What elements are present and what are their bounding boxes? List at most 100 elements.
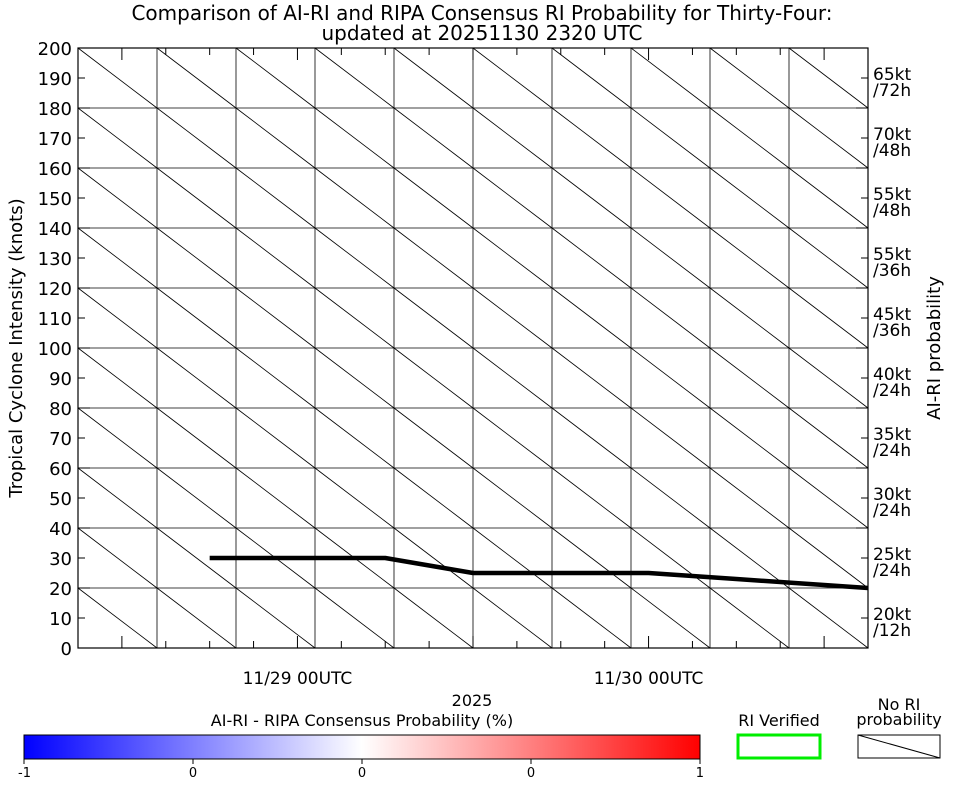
no-ri-diagonal — [314, 107, 395, 169]
no-ri-diagonal — [393, 287, 474, 349]
threshold-label-line1: 55kt — [873, 185, 911, 205]
no-ri-diagonal — [393, 107, 474, 169]
no-ri-diagonal — [156, 107, 237, 169]
no-ri-diagonal — [77, 587, 158, 649]
threshold-label-line2: /24h — [873, 441, 911, 461]
y-tick-label: 50 — [49, 489, 72, 510]
threshold-label-line2: /24h — [873, 501, 911, 521]
no-ri-diagonal — [551, 347, 632, 409]
no-ri-diagonal — [393, 467, 474, 529]
y-axis-label: Tropical Cyclone Intensity (knots) — [6, 198, 27, 498]
threshold-label-line1: 65kt — [873, 65, 911, 85]
no-ri-diagonal — [788, 407, 869, 469]
no-ri-diagonal — [709, 527, 790, 589]
y-tick-label: 40 — [49, 519, 72, 540]
no-ri-diagonal — [788, 467, 869, 529]
no-ri-diagonal — [77, 347, 158, 409]
no-ri-diagonal — [551, 407, 632, 469]
no-ri-diagonal — [630, 167, 711, 229]
no-ri-diagonal — [314, 47, 395, 109]
y-tick-label: 190 — [38, 69, 72, 90]
y-tick-label: 130 — [38, 249, 72, 270]
colorbar-label: AI-RI - RIPA Consensus Probability (%) — [211, 711, 513, 730]
y-tick-label: 0 — [61, 639, 72, 660]
no-ri-diagonal — [709, 587, 790, 649]
no-ri-diagonal — [235, 107, 316, 169]
no-ri-diagonal — [393, 47, 474, 109]
no-ri-diagonal — [314, 287, 395, 349]
no-ri-label-line2: probability — [856, 710, 941, 729]
colorbar-tick-label: 0 — [527, 766, 535, 781]
no-ri-diagonal — [788, 527, 869, 589]
no-ri-diagonal — [472, 347, 553, 409]
x-tick-marks: 11/29 00UTC 11/30 00UTC — [121, 48, 869, 689]
no-ri-diagonal — [551, 467, 632, 529]
no-ri-diagonal — [551, 107, 632, 169]
y-tick-labels: 0 10 20 30 40 50 60 70 80 90 100 110 120 130 140 150 160… — [38, 39, 868, 660]
no-ri-diagonal — [77, 527, 158, 589]
y-tick-label: 100 — [38, 339, 72, 360]
no-ri-diagonal — [788, 587, 869, 649]
no-ri-diagonal — [472, 107, 553, 169]
threshold-label-line2: /24h — [873, 381, 911, 401]
no-ri-diagonal — [472, 407, 553, 469]
no-ri-diagonal — [709, 287, 790, 349]
no-ri-diagonal — [630, 47, 711, 109]
threshold-label-line2: /24h — [873, 561, 911, 581]
y-tick-label: 70 — [49, 429, 72, 450]
no-ri-diagonal — [77, 167, 158, 229]
no-ri-diagonal — [472, 527, 553, 589]
no-ri-diagonal — [551, 47, 632, 109]
no-ri-diagonal — [788, 347, 869, 409]
no-ri-diagonal — [472, 167, 553, 229]
threshold-labels: 20kt/12h25kt/24h30kt/24h35kt/24h40kt/24h… — [873, 65, 911, 641]
ri-verified-label: RI Verified — [738, 711, 820, 730]
no-ri-diagonal — [630, 287, 711, 349]
no-ri-diagonal — [156, 587, 237, 649]
threshold-label-line2: /36h — [873, 261, 911, 281]
y-tick-label: 60 — [49, 459, 72, 480]
no-ri-label-line1: No RI — [878, 695, 921, 714]
no-ri-diagonal — [235, 467, 316, 529]
no-ri-diagonal — [709, 407, 790, 469]
y-tick-label: 10 — [49, 609, 72, 630]
threshold-label-line2: /48h — [873, 141, 911, 161]
no-ri-diagonal — [156, 407, 237, 469]
y-tick-label: 30 — [49, 549, 72, 570]
threshold-label-line1: 35kt — [873, 425, 911, 445]
x-tick-label: 11/29 00UTC — [243, 669, 353, 689]
threshold-label-line2: /48h — [873, 201, 911, 221]
no-ri-diagonal — [788, 227, 869, 289]
y-tick-label: 80 — [49, 399, 72, 420]
no-ri-diagonal — [709, 467, 790, 529]
no-ri-diagonal — [235, 167, 316, 229]
colorbar-tick-label: -1 — [18, 766, 31, 781]
chart-title: Comparison of AI-RI and RIPA Consensus R… — [131, 1, 832, 25]
threshold-label-line1: 45kt — [873, 305, 911, 325]
no-ri-diagonal — [156, 227, 237, 289]
no-ri-diagonal — [630, 107, 711, 169]
colorbar-tick-label: 0 — [358, 766, 366, 781]
no-ri-diagonal — [472, 227, 553, 289]
threshold-label-line1: 70kt — [873, 125, 911, 145]
no-ri-diagonal — [314, 347, 395, 409]
threshold-label-line1: 40kt — [873, 365, 911, 385]
y-tick-label: 170 — [38, 129, 72, 150]
no-ri-swatch-diagonal — [857, 734, 941, 759]
no-ri-diagonal — [77, 407, 158, 469]
no-ri-diagonal — [630, 347, 711, 409]
colorbar — [23, 734, 701, 760]
threshold-label-line2: /36h — [873, 321, 911, 341]
no-ri-diagonal — [235, 587, 316, 649]
no-ri-diagonal — [788, 47, 869, 109]
no-ri-diagonal — [709, 347, 790, 409]
intensity-line — [209, 555, 869, 591]
no-ri-diagonal — [235, 227, 316, 289]
no-ri-diagonal — [630, 527, 711, 589]
no-ri-diagonal — [630, 587, 711, 649]
y-tick-label: 180 — [38, 99, 72, 120]
no-ri-diagonal — [393, 227, 474, 289]
threshold-label-line1: 25kt — [873, 545, 911, 565]
no-ri-diagonal — [314, 407, 395, 469]
